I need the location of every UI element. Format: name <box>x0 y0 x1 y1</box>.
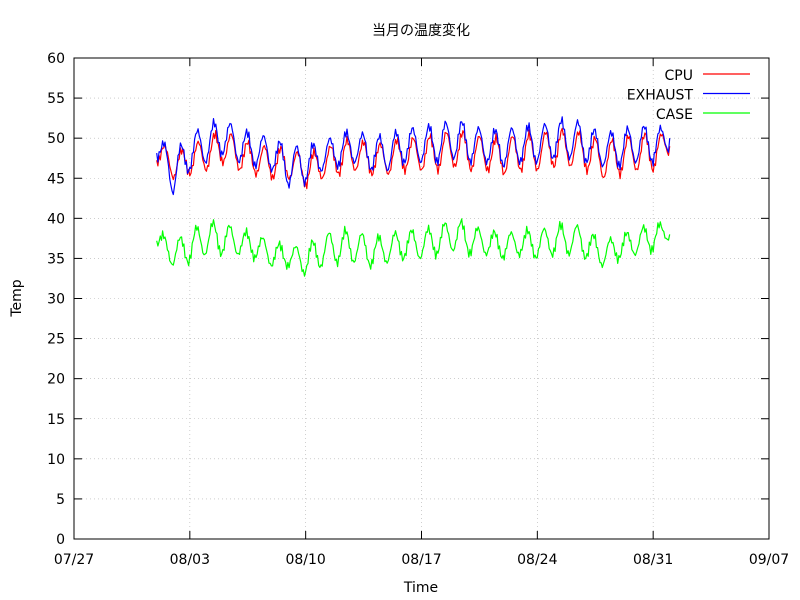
y-tick-label: 35 <box>47 251 65 267</box>
y-tick-labels: 0 5 10 15 20 25 30 35 40 45 50 55 60 <box>47 51 65 548</box>
legend-label-exhaust: EXHAUST <box>627 88 694 104</box>
legend-label-cpu: CPU <box>665 68 693 84</box>
y-tick-label: 50 <box>47 131 65 147</box>
y-tick-label: 15 <box>47 412 65 428</box>
x-tick-label: 08/31 <box>633 552 673 568</box>
y-tick-label: 0 <box>56 532 65 548</box>
y-tick-label: 25 <box>47 332 65 348</box>
x-tick-label: 08/03 <box>170 552 210 568</box>
y-tick-label: 5 <box>56 492 65 508</box>
y-tick-label: 40 <box>47 211 65 227</box>
x-tick-label: 09/07 <box>749 552 789 568</box>
y-tick-label: 60 <box>47 51 65 67</box>
x-axis-label: Time <box>403 580 438 596</box>
x-tick-label: 07/27 <box>54 552 94 568</box>
series-line-case <box>156 218 671 277</box>
chart-title: 当月の温度変化 <box>372 22 470 39</box>
tick-marks <box>73 57 770 540</box>
grid <box>74 58 769 539</box>
y-tick-label: 10 <box>47 452 65 468</box>
y-tick-label: 20 <box>47 372 65 388</box>
x-tick-label: 08/24 <box>517 552 557 568</box>
x-tick-label: 08/10 <box>285 552 325 568</box>
y-tick-label: 55 <box>47 91 65 107</box>
legend: CPU EXHAUST CASE <box>627 68 750 123</box>
y-axis-label: Temp <box>9 279 25 317</box>
x-tick-labels: 07/27 08/03 08/10 08/17 08/24 08/31 09/07 <box>54 552 789 568</box>
series-lines <box>156 116 671 277</box>
y-tick-label: 45 <box>47 171 65 187</box>
series-line-exhaust <box>156 116 671 196</box>
x-tick-label: 08/17 <box>401 552 441 568</box>
y-tick-label: 30 <box>47 292 65 308</box>
legend-label-case: CASE <box>656 107 693 123</box>
